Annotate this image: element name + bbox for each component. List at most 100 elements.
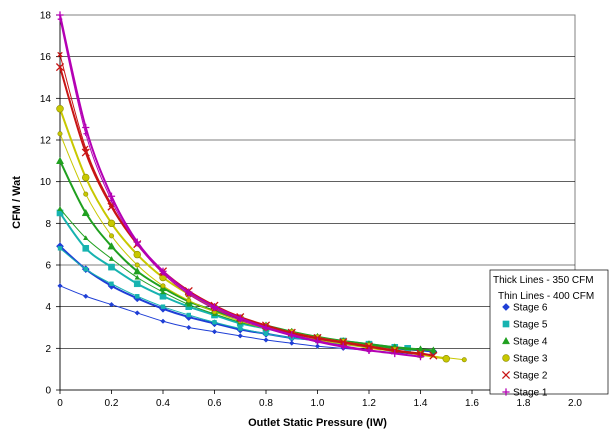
data-point-thick <box>391 349 399 358</box>
data-point-thick <box>185 288 193 296</box>
x-tick-label: 1.0 <box>311 398 325 409</box>
x-tick-label: 0.4 <box>156 398 170 409</box>
legend-entry: Stage 4 <box>501 336 548 348</box>
legend-marker <box>501 336 511 345</box>
data-point-thin <box>461 357 467 363</box>
y-tick-label: 18 <box>40 11 52 22</box>
y-tick-label: 10 <box>40 177 52 188</box>
data-point-thin <box>135 294 140 299</box>
data-point-thin <box>160 318 166 324</box>
legend-note-thin: Thin Lines - 400 CFM <box>498 291 594 302</box>
data-point-thin <box>57 283 63 289</box>
data-point-thin <box>314 343 321 349</box>
data-point-thin <box>186 297 192 303</box>
data-point-thin <box>57 246 63 251</box>
x-tick-label: 0.2 <box>105 398 119 409</box>
data-point-thick <box>416 353 425 361</box>
data-point-thick <box>108 263 115 271</box>
data-point-thick <box>107 202 116 211</box>
x-axis-title: Outlet Static Pressure (IW) <box>248 417 387 429</box>
data-point-thick <box>55 156 65 164</box>
legend-label: Stage 4 <box>513 337 548 348</box>
legend-note-thick: Thick Lines - 350 CFM <box>493 275 594 286</box>
legend-label: Stage 6 <box>513 303 548 314</box>
y-tick-label: 4 <box>45 302 51 313</box>
data-point-thin <box>212 320 217 325</box>
legend-entry: Stage 6 <box>502 303 548 314</box>
legend-label: Stage 2 <box>513 371 548 382</box>
x-axis-ticks: 0 0.2 0.4 0.6 0.8 1.0 1.2 1.4 1.6 1.8 2.0 <box>57 389 582 409</box>
x-tick-label: 1.6 <box>465 398 479 409</box>
data-point-thin <box>134 262 140 268</box>
data-point-thin <box>108 255 115 261</box>
legend-marker <box>502 320 510 328</box>
y-tick-label: 14 <box>40 94 52 105</box>
data-point-thick <box>236 314 244 322</box>
y-tick-label: 8 <box>45 219 51 230</box>
data-point-thick <box>429 346 438 354</box>
x-tick-label: 1.2 <box>362 398 376 409</box>
legend-label: Stage 5 <box>513 320 548 331</box>
x-tick-label: 0 <box>57 398 63 409</box>
data-point-thin <box>160 289 166 295</box>
data-point-thick <box>107 242 116 250</box>
data-point-thin <box>160 283 166 289</box>
legend-marker <box>502 303 510 311</box>
data-point-thick <box>107 192 116 200</box>
x-tick-label: 2.0 <box>568 398 582 409</box>
data-point-thick <box>442 355 450 363</box>
data-point-thick <box>55 63 65 72</box>
y-tick-label: 6 <box>45 261 51 272</box>
data-point-thick <box>133 238 141 246</box>
legend-label: Stage 1 <box>513 388 548 399</box>
legend-label: Stage 3 <box>513 354 548 365</box>
data-point-thick <box>107 219 116 228</box>
y-axis-title: CFM / Wat <box>11 176 23 229</box>
data-point-thin <box>238 326 243 331</box>
data-point-thick <box>81 148 90 157</box>
data-point-thin <box>289 340 295 346</box>
x-tick-label: 1.8 <box>517 398 531 409</box>
data-point-thin <box>83 266 88 272</box>
data-point-thick <box>365 346 373 355</box>
data-point-thin <box>108 301 115 308</box>
legend-marker <box>502 354 510 362</box>
data-point-thin <box>263 331 269 336</box>
data-point-thin <box>57 51 63 58</box>
data-point-thick <box>82 173 90 182</box>
data-point-thin <box>160 304 166 309</box>
legend: Thick Lines - 350 CFM Thin Lines - 400 C… <box>489 269 609 399</box>
plot-area <box>59 14 576 391</box>
data-point-thick <box>159 267 167 275</box>
data-point-thin <box>83 235 89 241</box>
data-point-thin <box>109 281 114 286</box>
legend-entry: Stage 2 <box>501 370 548 382</box>
legend-marker <box>501 370 511 380</box>
data-point-thin <box>83 131 89 137</box>
data-point-thick <box>81 208 90 217</box>
legend-entry: Stage 1 <box>502 388 548 399</box>
data-point-thick <box>56 11 64 19</box>
data-point-thick <box>339 342 347 350</box>
data-point-thin <box>109 233 114 239</box>
y-axis-ticks: 0 2 4 6 8 10 12 14 16 18 <box>40 11 61 397</box>
data-point-thick <box>133 250 141 259</box>
data-point-thin <box>57 205 63 211</box>
data-point-thick <box>82 245 90 252</box>
data-point-thin <box>263 337 269 343</box>
legend-marker <box>502 388 510 396</box>
legend-box <box>489 269 609 395</box>
data-point-thick <box>429 351 438 360</box>
series-line-thick <box>59 66 434 357</box>
data-point-thin <box>83 191 89 197</box>
data-point-thin <box>57 131 63 137</box>
data-point-thick <box>210 303 219 311</box>
data-point-thin <box>211 329 218 335</box>
x-tick-label: 0.8 <box>259 398 273 409</box>
data-point-thin <box>186 324 192 331</box>
data-point-thick <box>288 331 296 339</box>
y-tick-label: 2 <box>45 344 51 355</box>
data-point-thick <box>133 267 142 275</box>
data-point-thin <box>186 312 191 318</box>
